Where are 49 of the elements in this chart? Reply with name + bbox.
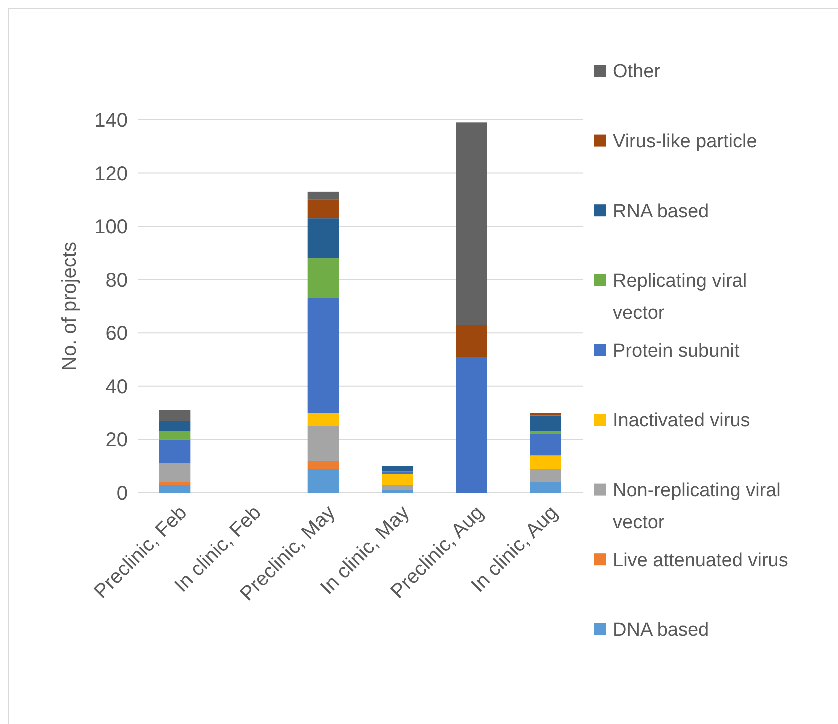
legend-label: Non-replicating viral vector: [613, 480, 781, 534]
legend-label: Protein subunit: [613, 340, 740, 362]
bar: [160, 482, 191, 486]
y-tick-label: 140: [94, 110, 128, 132]
legend-label: Live attenuated virus: [613, 550, 788, 572]
bar: [308, 469, 339, 493]
bar: [530, 482, 562, 493]
y-tick-label: 40: [106, 376, 128, 398]
y-tick-label: 20: [106, 430, 128, 452]
y-tick-label: 120: [94, 163, 128, 186]
y-tick-label: 80: [106, 270, 128, 292]
bar: [160, 421, 191, 432]
bar: [160, 464, 191, 482]
bar: [308, 413, 339, 426]
legend-label: DNA based: [613, 620, 710, 642]
bar: [308, 426, 339, 462]
bar: [308, 258, 339, 299]
bar: [160, 432, 191, 440]
bar: [530, 432, 562, 434]
legend-label: Inactivated virus: [613, 410, 750, 432]
legend-label: Other: [613, 62, 662, 83]
legend-label: Replicating viral vector: [613, 271, 748, 324]
bar: [160, 440, 191, 464]
bar: [308, 218, 339, 259]
bar: [160, 485, 191, 493]
bar: [308, 192, 339, 200]
y-tick-label: 100: [94, 216, 128, 239]
y-tick-label: 0: [116, 483, 128, 505]
y-axis-title: No. of projects: [59, 242, 81, 371]
bar: [382, 490, 414, 493]
bar: [382, 485, 414, 490]
bar: [456, 357, 488, 493]
bar: [160, 410, 191, 422]
bar: [530, 469, 562, 482]
bar: [530, 434, 562, 456]
legend-label: Virus-like particle: [613, 131, 758, 152]
y-tick-label: 60: [106, 323, 128, 346]
bar: [530, 456, 562, 470]
bar: [308, 461, 339, 470]
bar: [382, 474, 414, 486]
bar: [530, 413, 562, 416]
bar: [456, 122, 488, 326]
bar: [456, 325, 488, 358]
legend-label: RNA based: [613, 201, 710, 222]
bar: [308, 298, 339, 414]
bar: [308, 200, 339, 219]
bar: [382, 466, 414, 472]
bar: [382, 472, 414, 474]
bar: [530, 416, 562, 432]
